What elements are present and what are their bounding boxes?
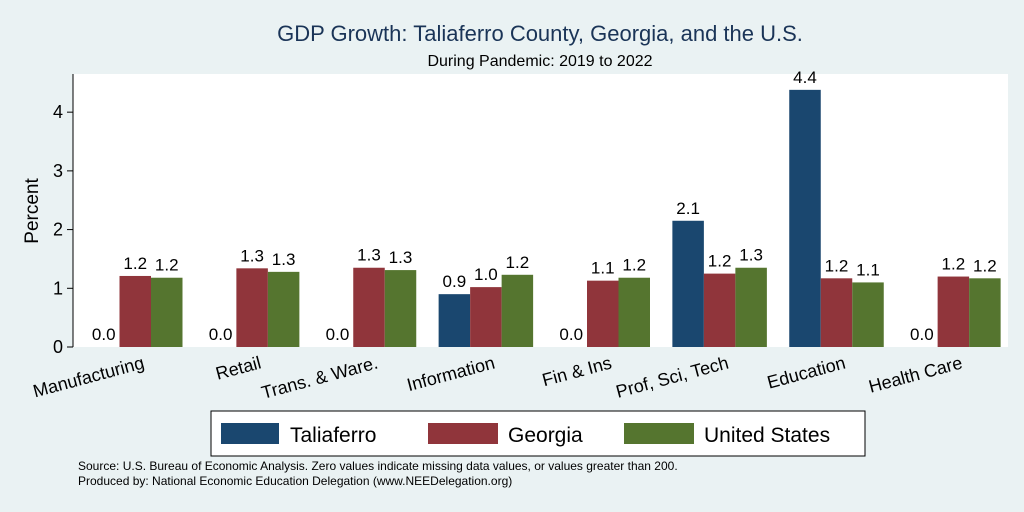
legend-swatch-united-states [624,423,694,444]
bar-group [119,89,1001,347]
bar-united-states-health-care [969,278,1001,347]
legend-swatch-taliaferro [221,423,279,444]
legend-label-taliaferro: Taliaferro [290,424,376,447]
bar-georgia-education [820,278,853,347]
value-label-united-states-fin-ins: 1.2 [622,256,646,275]
bar-united-states-education [852,282,884,347]
x-tick-label-manufacturing: Manufacturing [31,353,146,402]
x-tick-label-fin-ins: Fin & Ins [540,353,614,391]
y-tick-label: 4 [53,102,63,122]
bar-georgia-prof-sci-tech [703,273,736,347]
bar-united-states-information [501,274,534,347]
legend-label-georgia: Georgia [508,424,583,447]
value-label-united-states-prof-sci-tech: 1.3 [739,246,763,265]
y-axis-label: Percent [22,178,43,244]
bar-chart: GDP Growth: Taliaferro County, Georgia, … [22,21,1008,457]
value-label-taliaferro-manufacturing: 0.0 [92,325,116,344]
bar-georgia-retail [236,268,268,347]
source-note: Source: U.S. Bureau of Economic Analysis… [78,459,678,473]
value-label-georgia-manufacturing: 1.2 [123,254,147,273]
value-label-georgia-education: 1.2 [825,256,849,275]
bar-taliaferro-prof-sci-tech [672,220,704,347]
x-tick-label-prof-sci-tech: Prof, Sci, Tech [614,353,731,402]
value-label-taliaferro-health-care: 0.0 [910,325,934,344]
value-label-united-states-trans-ware: 1.3 [389,248,413,267]
x-tick-label-health-care: Health Care [866,353,964,397]
bar-united-states-retail [267,271,300,347]
bar-georgia-trans-ware [353,267,385,347]
value-label-taliaferro-retail: 0.0 [209,325,233,344]
value-label-united-states-information: 1.2 [506,253,530,272]
y-tick-label: 2 [53,220,63,240]
value-label-georgia-prof-sci-tech: 1.2 [708,252,732,271]
x-tick-label-information: Information [405,353,497,396]
bar-united-states-prof-sci-tech [735,267,767,347]
legend-label-united-states: United States [704,424,830,447]
value-label-united-states-manufacturing: 1.2 [155,256,179,275]
bar-taliaferro-education [789,89,821,347]
x-tick-label-trans-ware: Trans. & Ware. [259,353,380,403]
value-label-georgia-health-care: 1.2 [942,255,966,274]
value-label-georgia-information: 1.0 [474,265,498,284]
value-label-taliaferro-prof-sci-tech: 2.1 [676,199,700,218]
value-label-georgia-retail: 1.3 [240,246,264,265]
bar-united-states-manufacturing [151,277,183,347]
value-label-georgia-fin-ins: 1.1 [591,259,615,278]
legend: Taliaferro Georgia United States [210,410,866,457]
x-tick-label-education: Education [765,353,848,393]
chart-subtitle: During Pandemic: 2019 to 2022 [427,53,652,70]
x-tick-label-retail: Retail [214,353,264,384]
value-labels: 0.0 1.2 1.2 0.0 1.3 1.3 0.0 1.3 1.3 0.9 1.0 1.2 0.0 1… [92,68,997,344]
legend-swatch-georgia [428,423,498,444]
value-label-georgia-trans-ware: 1.3 [357,246,381,265]
y-tick-label: 3 [53,161,63,181]
value-label-united-states-health-care: 1.2 [973,256,997,275]
value-label-taliaferro-fin-ins: 0.0 [559,325,583,344]
value-label-taliaferro-information: 0.9 [443,272,467,291]
value-label-taliaferro-education: 4.4 [793,68,817,87]
value-label-united-states-education: 1.1 [856,260,880,279]
bar-georgia-fin-ins [587,280,619,347]
chart-title: GDP Growth: Taliaferro County, Georgia, … [277,21,803,46]
bar-united-states-fin-ins [618,277,650,347]
produced-by-note: Produced by: National Economic Education… [78,474,513,488]
bar-taliaferro-information [438,294,471,347]
bar-georgia-manufacturing [119,275,151,347]
y-axis-ticks: 0 1 2 3 4 [53,102,73,357]
legend-box [210,410,866,457]
bar-georgia-health-care [937,276,970,347]
bar-georgia-information [470,287,502,347]
y-tick-label: 1 [53,278,63,298]
value-label-taliaferro-trans-ware: 0.0 [326,325,350,344]
y-tick-label: 0 [53,337,63,357]
value-label-united-states-retail: 1.3 [272,250,296,269]
bar-united-states-trans-ware [384,270,417,347]
